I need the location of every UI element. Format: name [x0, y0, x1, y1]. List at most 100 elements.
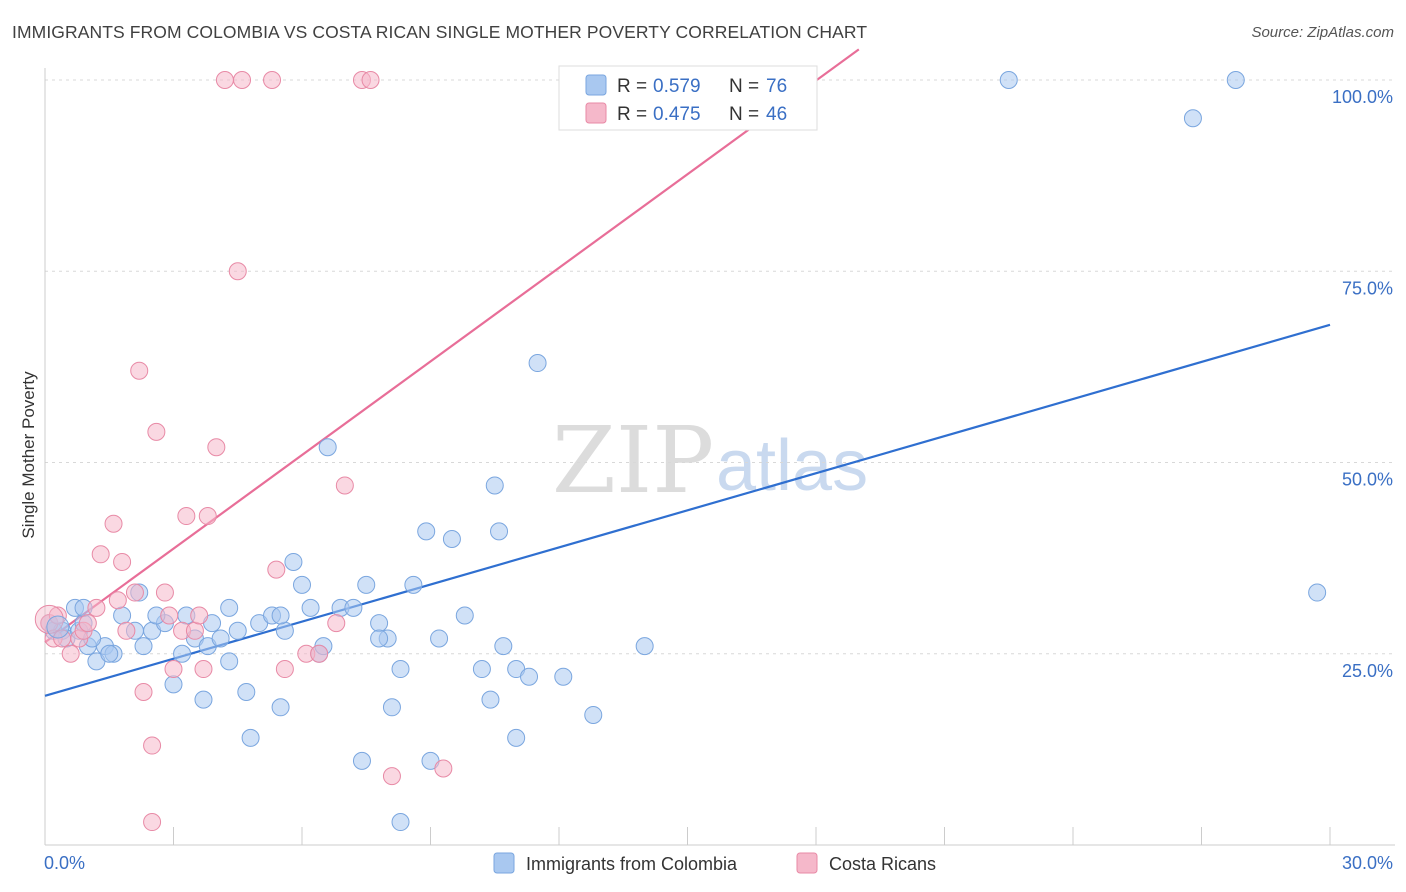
point-colombia [442, 530, 461, 548]
point-costa-rica [87, 598, 106, 617]
point-costa-rica [143, 813, 162, 832]
point-colombia [417, 522, 436, 541]
point-colombia [113, 606, 132, 625]
point-costa-rica [233, 71, 252, 89]
point-colombia [164, 675, 183, 694]
point-costa-rica [434, 759, 453, 778]
point-colombia [275, 621, 294, 640]
y-tick-label: 25.0% [1342, 661, 1393, 681]
trendlines [44, 48, 1331, 697]
x-tick-label-min: 0.0% [44, 853, 85, 873]
point-costa-rica [117, 621, 136, 640]
point-colombia [301, 598, 320, 617]
point-colombia [494, 637, 513, 656]
legend-n-label: N = [729, 76, 759, 97]
watermark-atlas: atlas [716, 426, 868, 506]
point-colombia [357, 575, 376, 594]
legend-n-value-costa-rica: 46 [766, 104, 787, 125]
point-costa-rica [228, 262, 247, 281]
axes [44, 68, 1395, 846]
legend-n-label: N = [729, 104, 759, 125]
point-colombia [430, 629, 449, 648]
point-costa-rica [194, 660, 213, 679]
correlation-legend: R = 0.579 N = 76 R = 0.475 N = 46 [558, 65, 818, 131]
series-swatch-costa-rica [796, 852, 818, 874]
gridlines [45, 79, 1395, 655]
legend-r-label: R = [617, 104, 647, 125]
point-costa-rica [78, 614, 97, 633]
trendline-colombia [44, 323, 1331, 697]
point-colombia [528, 354, 547, 373]
point-costa-rica [147, 422, 166, 441]
point-colombia [485, 476, 504, 495]
point-colombia [173, 644, 192, 663]
point-colombia [211, 629, 230, 648]
point-colombia [1308, 583, 1327, 602]
point-colombia [220, 598, 239, 617]
y-tick-label: 50.0% [1342, 470, 1393, 490]
point-costa-rica [382, 767, 401, 786]
point-colombia [635, 637, 654, 656]
point-costa-rica [267, 560, 286, 579]
point-colombia [194, 690, 213, 709]
point-costa-rica [275, 660, 294, 679]
point-colombia [391, 813, 410, 832]
point-colombia [490, 522, 509, 541]
legend-n-value-colombia: 76 [766, 76, 787, 97]
point-costa-rica [190, 606, 209, 625]
legend-swatch-colombia [585, 74, 607, 96]
point-costa-rica [215, 71, 234, 89]
point-colombia [472, 660, 491, 679]
point-colombia [271, 698, 290, 717]
series-label-colombia: Immigrants from Colombia [526, 854, 738, 874]
point-costa-rica [164, 660, 183, 679]
point-colombia [271, 606, 290, 625]
y-axis-label: Single Mother Poverty [19, 371, 38, 539]
series-legend: Immigrants from Colombia Costa Ricans [493, 852, 936, 874]
point-costa-rica [207, 438, 226, 457]
point-costa-rica [130, 361, 149, 380]
point-colombia [237, 683, 256, 701]
point-costa-rica [125, 583, 144, 602]
point-costa-rica [310, 644, 329, 663]
point-colombia [293, 575, 311, 594]
legend-r-label: R = [617, 76, 647, 97]
point-costa-rica [108, 591, 127, 610]
point-costa-rica [185, 621, 204, 640]
point-colombia [554, 667, 573, 686]
point-costa-rica [113, 552, 132, 571]
point-colombia [1183, 109, 1202, 128]
point-costa-rica [61, 644, 80, 663]
point-costa-rica [160, 606, 179, 625]
point-colombia [241, 728, 260, 747]
point-colombia [391, 660, 410, 679]
x-tick-label-max: 30.0% [1342, 853, 1393, 873]
point-costa-rica [198, 507, 217, 526]
point-colombia [284, 552, 303, 571]
point-costa-rica [143, 736, 162, 755]
point-costa-rica [263, 71, 282, 89]
series-swatch-colombia [493, 852, 515, 874]
point-colombia [228, 621, 247, 640]
legend-r-value-costa-rica: 0.475 [653, 104, 701, 125]
trendline-costa-rica [44, 48, 860, 644]
point-colombia [220, 652, 239, 671]
point-costa-rica [104, 514, 123, 533]
legend-swatch-costa-rica [585, 102, 607, 124]
point-colombia [455, 606, 474, 625]
y-tick-label: 100.0% [1332, 87, 1393, 107]
point-costa-rica [91, 545, 110, 564]
point-colombia [318, 438, 337, 457]
point-colombia [352, 751, 371, 770]
y-tick-label: 75.0% [1342, 278, 1393, 298]
point-costa-rica [361, 71, 380, 89]
point-colombia [404, 575, 423, 594]
point-costa-rica [327, 614, 346, 633]
point-colombia [999, 71, 1018, 89]
point-colombia [100, 644, 119, 663]
source-label: Source: ZipAtlas.com [1251, 24, 1394, 41]
chart-title: IMMIGRANTS FROM COLOMBIA VS COSTA RICAN … [12, 22, 868, 42]
point-colombia [370, 629, 389, 648]
point-costa-rica [155, 583, 174, 602]
